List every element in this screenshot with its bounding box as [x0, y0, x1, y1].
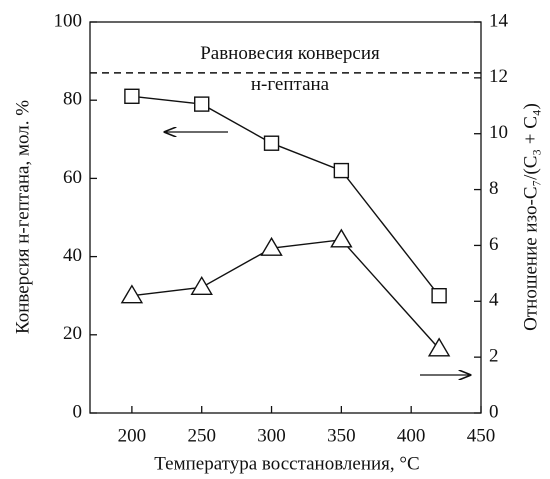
x-tick-label: 400: [397, 425, 426, 446]
marker-square: [263, 135, 280, 151]
y-tick-label: 100: [54, 10, 83, 31]
marker-triangle: [260, 236, 283, 256]
marker-square: [124, 88, 140, 104]
y2-tick-label: 2: [489, 346, 499, 367]
y-tick-label: 40: [63, 245, 82, 266]
marker-square: [333, 162, 350, 179]
series-line: [131, 95, 440, 297]
y2-axis-title: Отношение изо-C₇/(C₃ + C₄): [520, 103, 541, 331]
x-tick-label: 300: [257, 425, 286, 446]
x-tick-label: 200: [118, 425, 147, 446]
y2-tick-label: 10: [489, 122, 508, 143]
y-tick-label: 20: [63, 323, 82, 344]
marker-square: [194, 96, 210, 112]
y2-tick-label: 0: [489, 401, 499, 422]
y-tick-label: 60: [63, 167, 82, 188]
series-line: [131, 239, 440, 350]
x-tick-label: 450: [467, 425, 496, 446]
y2-tick-label: 8: [489, 178, 499, 199]
marker-square: [431, 288, 447, 304]
y2-tick-label: 4: [489, 290, 499, 311]
marker-triangle: [190, 275, 213, 296]
y-tick-label: 80: [63, 89, 82, 110]
marker-triangle: [120, 284, 144, 304]
x-tick-label: 250: [187, 425, 216, 446]
y2-tick-label: 14: [489, 10, 509, 31]
reference-label: н-гептана: [251, 74, 330, 95]
y2-tick-label: 6: [489, 234, 499, 255]
x-axis-title: Температура восстановления, °C: [154, 453, 419, 474]
reference-label: Равновесия конверсия: [200, 43, 380, 64]
x-tick-label: 350: [327, 425, 356, 446]
y-axis-title: Конверсия н-гептана, мол. %: [12, 100, 33, 334]
y2-tick-label: 12: [489, 66, 508, 87]
y-tick-label: 0: [73, 401, 83, 422]
plot-frame: [89, 21, 482, 414]
marker-triangle: [330, 228, 353, 248]
marker-triangle: [427, 337, 451, 357]
